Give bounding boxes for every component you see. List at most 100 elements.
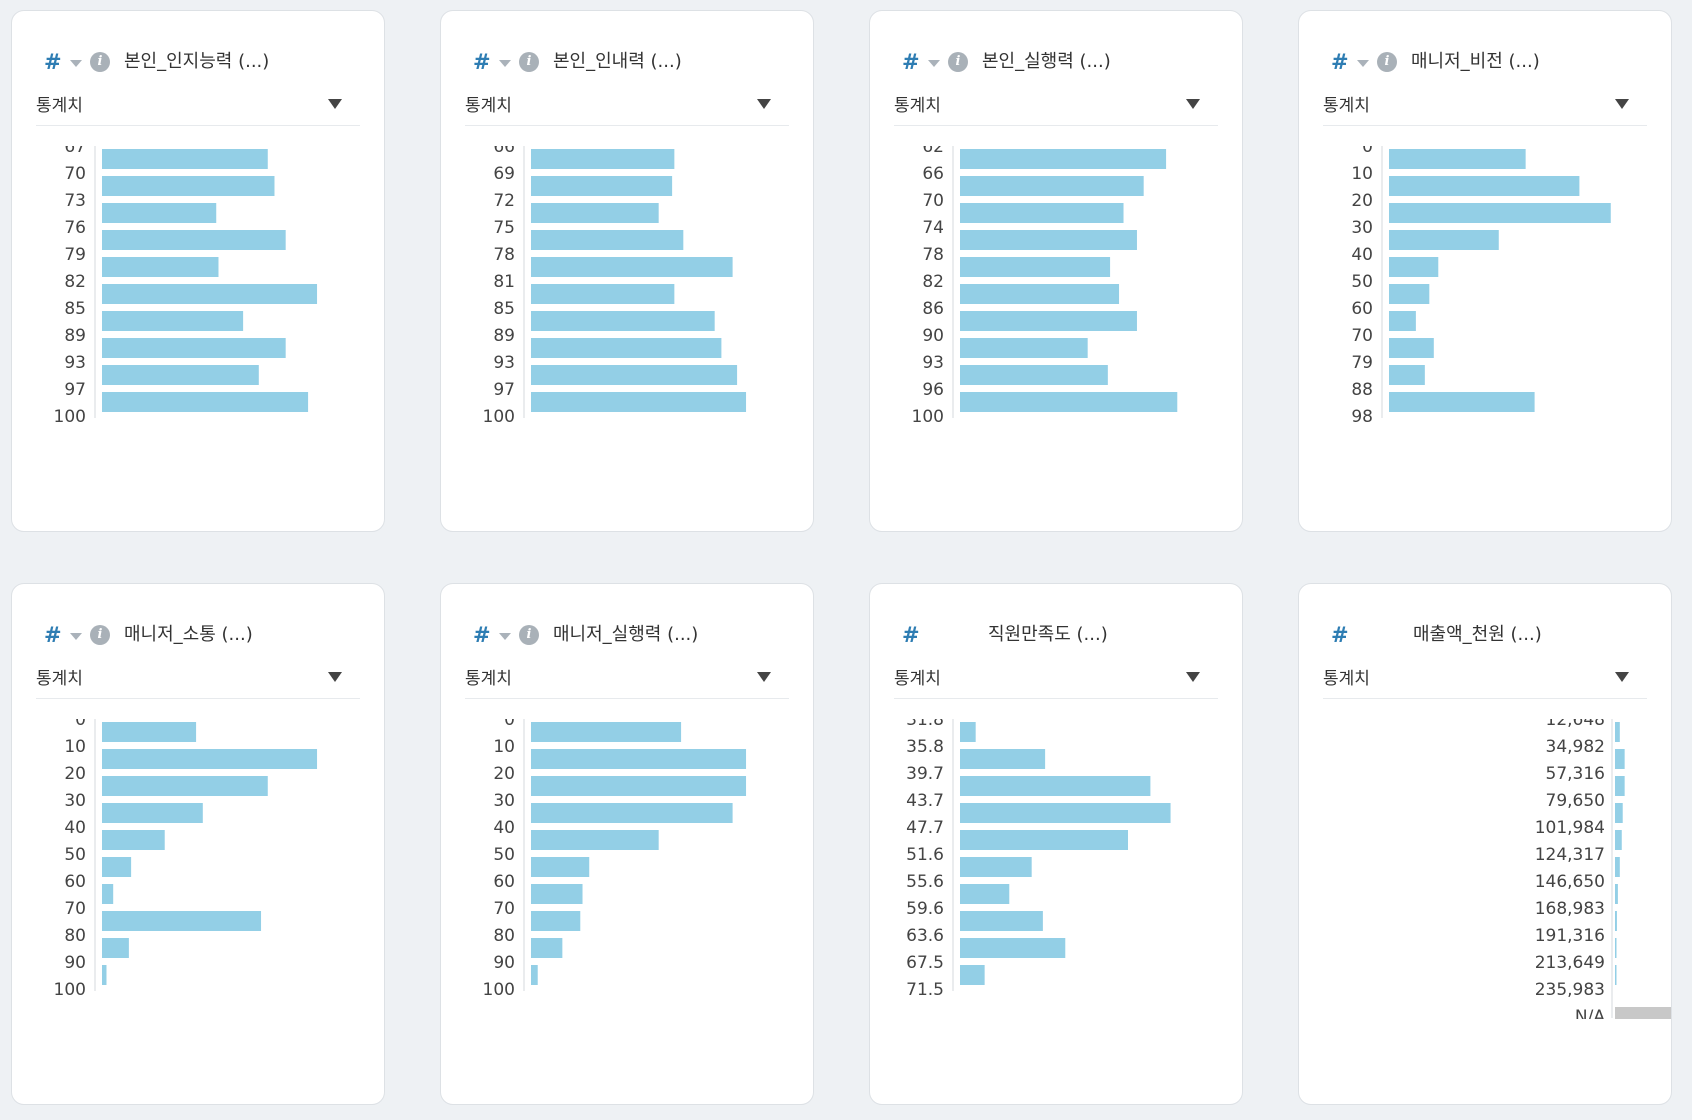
type-dropdown-chevron-icon[interactable] bbox=[1357, 60, 1369, 67]
info-icon[interactable]: i bbox=[90, 52, 110, 72]
histogram-bar[interactable] bbox=[960, 938, 1066, 958]
histogram-bar[interactable] bbox=[531, 203, 659, 223]
histogram-bar[interactable] bbox=[1615, 803, 1623, 823]
histogram-bar[interactable] bbox=[960, 830, 1128, 850]
info-icon[interactable]: i bbox=[1377, 52, 1397, 72]
histogram-bar[interactable] bbox=[1389, 284, 1430, 304]
histogram-bar[interactable] bbox=[531, 284, 675, 304]
statistic-dropdown[interactable]: 통계치 bbox=[465, 87, 789, 126]
info-icon[interactable]: i bbox=[519, 625, 539, 645]
histogram-bar[interactable] bbox=[102, 284, 318, 304]
histogram-bar[interactable] bbox=[102, 803, 203, 823]
histogram-bar[interactable] bbox=[1615, 749, 1625, 769]
histogram-bar[interactable] bbox=[531, 884, 583, 904]
histogram-bar[interactable] bbox=[531, 149, 675, 169]
info-icon[interactable]: i bbox=[90, 625, 110, 645]
histogram-bar[interactable] bbox=[1389, 311, 1416, 331]
histogram-bar[interactable] bbox=[531, 365, 738, 385]
histogram-bar[interactable] bbox=[531, 938, 563, 958]
histogram-bar[interactable] bbox=[1389, 392, 1535, 412]
histogram-bar[interactable] bbox=[1389, 149, 1526, 169]
histogram-bar[interactable] bbox=[960, 284, 1120, 304]
histogram-bar[interactable] bbox=[1615, 776, 1625, 796]
histogram-bar[interactable] bbox=[531, 803, 733, 823]
histogram-bar[interactable] bbox=[960, 203, 1124, 223]
histogram-bar[interactable] bbox=[960, 257, 1111, 277]
statistic-dropdown[interactable]: 통계치 bbox=[1323, 660, 1647, 699]
histogram-bar[interactable] bbox=[102, 257, 219, 277]
histogram-bar[interactable] bbox=[960, 749, 1046, 769]
histogram-bar[interactable] bbox=[960, 338, 1088, 358]
histogram-bar[interactable] bbox=[1389, 257, 1439, 277]
statistic-dropdown[interactable]: 통계치 bbox=[894, 660, 1218, 699]
histogram-bar[interactable] bbox=[531, 392, 747, 412]
type-dropdown-chevron-icon[interactable] bbox=[70, 633, 82, 640]
histogram-bar[interactable] bbox=[1615, 857, 1620, 877]
histogram-bar[interactable] bbox=[531, 749, 747, 769]
histogram-bar[interactable] bbox=[960, 392, 1178, 412]
statistic-dropdown[interactable]: 통계치 bbox=[894, 87, 1218, 126]
statistic-dropdown[interactable]: 통계치 bbox=[36, 660, 360, 699]
histogram-bar[interactable] bbox=[1389, 338, 1434, 358]
histogram-bar[interactable] bbox=[102, 911, 262, 931]
histogram-bar[interactable] bbox=[960, 365, 1108, 385]
numeric-type-icon[interactable]: # bbox=[902, 50, 920, 74]
histogram-bar[interactable] bbox=[960, 776, 1151, 796]
histogram-bar[interactable] bbox=[1615, 911, 1617, 931]
histogram-bar[interactable] bbox=[1615, 938, 1617, 958]
histogram-bar[interactable] bbox=[1615, 965, 1617, 985]
histogram-bar[interactable] bbox=[1389, 365, 1425, 385]
na-bar[interactable] bbox=[1615, 1007, 1672, 1019]
histogram-bar[interactable] bbox=[531, 830, 659, 850]
histogram-bar[interactable] bbox=[102, 884, 114, 904]
histogram-bar[interactable] bbox=[1389, 176, 1580, 196]
histogram-bar[interactable] bbox=[531, 338, 722, 358]
histogram-bar[interactable] bbox=[960, 884, 1010, 904]
histogram-bar[interactable] bbox=[531, 176, 673, 196]
histogram-bar[interactable] bbox=[1615, 884, 1618, 904]
histogram-bar[interactable] bbox=[102, 338, 286, 358]
histogram-bar[interactable] bbox=[102, 149, 268, 169]
histogram-bar[interactable] bbox=[531, 257, 733, 277]
numeric-type-icon[interactable]: # bbox=[44, 623, 62, 647]
histogram-bar[interactable] bbox=[102, 311, 244, 331]
histogram-bar[interactable] bbox=[102, 176, 275, 196]
numeric-type-icon[interactable]: # bbox=[1331, 50, 1349, 74]
type-dropdown-chevron-icon[interactable] bbox=[928, 60, 940, 67]
histogram-bar[interactable] bbox=[102, 965, 107, 985]
histogram-bar[interactable] bbox=[960, 911, 1043, 931]
histogram-bar[interactable] bbox=[102, 938, 129, 958]
histogram-bar[interactable] bbox=[102, 857, 132, 877]
numeric-type-icon[interactable]: # bbox=[44, 50, 62, 74]
histogram-bar[interactable] bbox=[102, 203, 217, 223]
histogram-bar[interactable] bbox=[1389, 203, 1611, 223]
type-dropdown-chevron-icon[interactable] bbox=[499, 60, 511, 67]
statistic-dropdown[interactable]: 통계치 bbox=[465, 660, 789, 699]
histogram-bar[interactable] bbox=[960, 803, 1171, 823]
type-dropdown-chevron-icon[interactable] bbox=[499, 633, 511, 640]
histogram-bar[interactable] bbox=[960, 149, 1167, 169]
statistic-dropdown[interactable]: 통계치 bbox=[1323, 87, 1647, 126]
histogram-bar[interactable] bbox=[531, 776, 747, 796]
histogram-bar[interactable] bbox=[1615, 830, 1622, 850]
histogram-bar[interactable] bbox=[531, 857, 590, 877]
type-dropdown-chevron-icon[interactable] bbox=[70, 60, 82, 67]
statistic-dropdown[interactable]: 통계치 bbox=[36, 87, 360, 126]
histogram-bar[interactable] bbox=[531, 965, 538, 985]
histogram-bar[interactable] bbox=[960, 311, 1137, 331]
histogram-bar[interactable] bbox=[1389, 230, 1499, 250]
histogram-bar[interactable] bbox=[960, 230, 1137, 250]
numeric-type-icon[interactable]: # bbox=[902, 623, 920, 647]
histogram-bar[interactable] bbox=[960, 176, 1144, 196]
histogram-bar[interactable] bbox=[531, 911, 581, 931]
histogram-bar[interactable] bbox=[1615, 722, 1620, 742]
numeric-type-icon[interactable]: # bbox=[473, 50, 491, 74]
info-icon[interactable]: i bbox=[948, 52, 968, 72]
histogram-bar[interactable] bbox=[102, 776, 268, 796]
numeric-type-icon[interactable]: # bbox=[473, 623, 491, 647]
histogram-bar[interactable] bbox=[102, 230, 286, 250]
histogram-bar[interactable] bbox=[102, 392, 309, 412]
info-icon[interactable]: i bbox=[519, 52, 539, 72]
histogram-bar[interactable] bbox=[960, 722, 976, 742]
histogram-bar[interactable] bbox=[531, 722, 682, 742]
